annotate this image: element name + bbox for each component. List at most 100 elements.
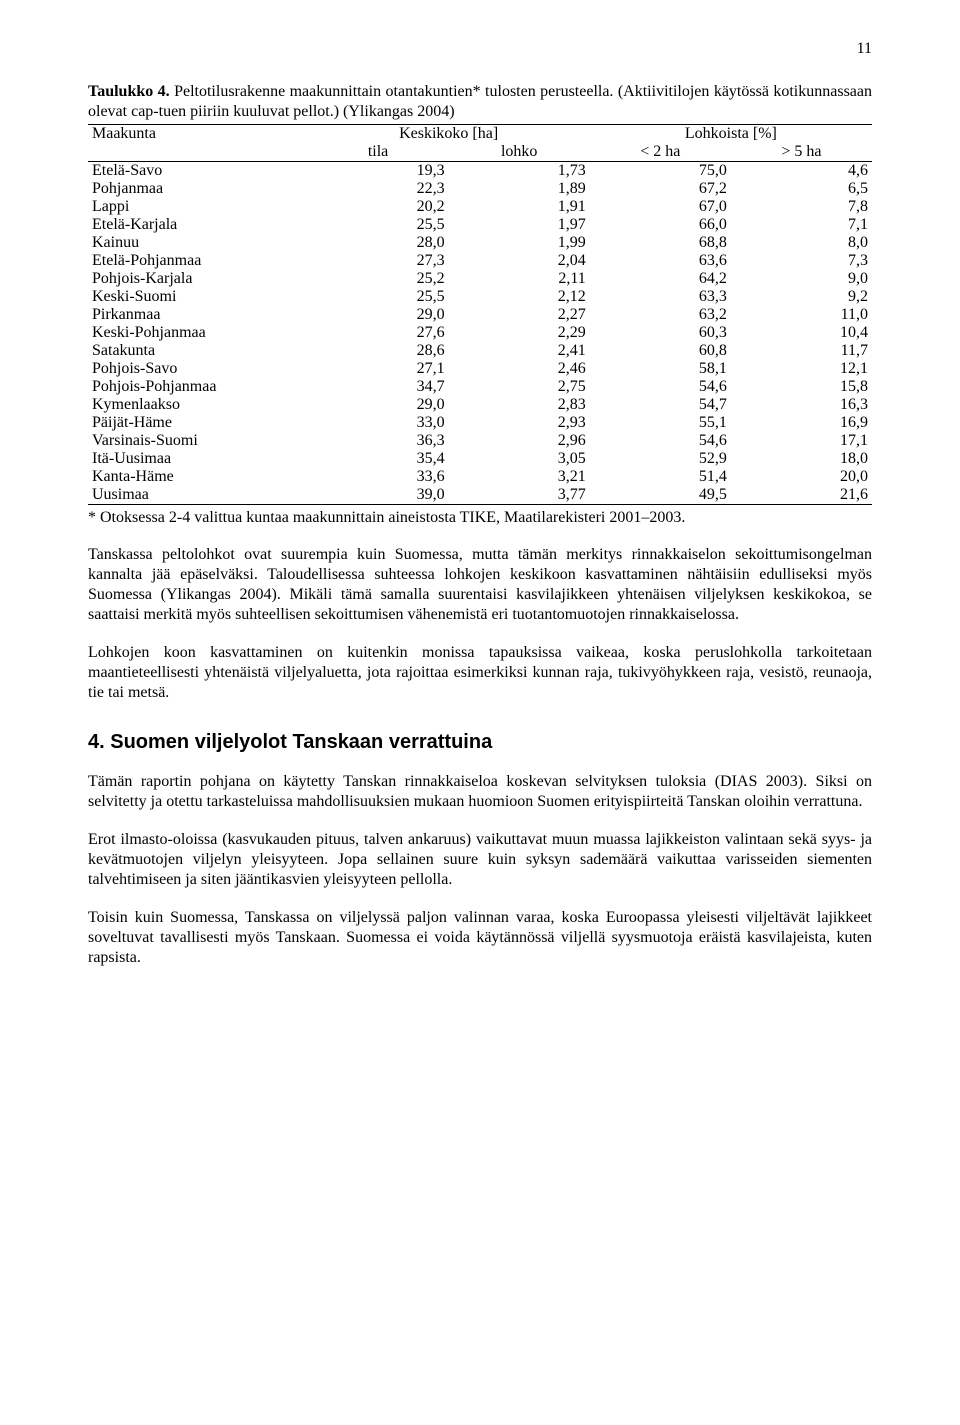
table-cell: 2,41 — [449, 342, 590, 360]
th-tila: tila — [308, 143, 449, 162]
table-row: Kymenlaakso29,02,8354,716,3 — [88, 396, 872, 414]
table-cell: 4,6 — [731, 162, 872, 181]
table-cell: Etelä-Karjala — [88, 216, 308, 234]
table-row: Pirkanmaa29,02,2763,211,0 — [88, 306, 872, 324]
table-cell: Itä-Uusimaa — [88, 450, 308, 468]
table-cell: 2,83 — [449, 396, 590, 414]
table-cell: 67,0 — [590, 198, 731, 216]
table-cell: Pirkanmaa — [88, 306, 308, 324]
table-cell: 54,7 — [590, 396, 731, 414]
table-row: Lappi20,21,9167,07,8 — [88, 198, 872, 216]
table-cell: 2,12 — [449, 288, 590, 306]
table-cell: 19,3 — [308, 162, 449, 181]
data-table: Maakunta Keskikoko [ha] Lohkoista [%] ti… — [88, 124, 872, 505]
table-header-row-2: tila lohko < 2 ha > 5 ha — [88, 143, 872, 162]
table-cell: 3,05 — [449, 450, 590, 468]
table-cell: 25,5 — [308, 288, 449, 306]
page-number: 11 — [88, 40, 872, 58]
table-cell: 9,2 — [731, 288, 872, 306]
table-cell: 1,97 — [449, 216, 590, 234]
caption-label: Taulukko 4. — [88, 83, 170, 100]
table-cell: 28,0 — [308, 234, 449, 252]
table-cell: 2,27 — [449, 306, 590, 324]
table-cell: Etelä-Pohjanmaa — [88, 252, 308, 270]
table-cell: Varsinais-Suomi — [88, 432, 308, 450]
table-cell: 54,6 — [590, 432, 731, 450]
table-cell: 36,3 — [308, 432, 449, 450]
th-maakunta: Maakunta — [88, 125, 308, 144]
table-row: Keski-Pohjanmaa27,62,2960,310,4 — [88, 324, 872, 342]
paragraph-2: Lohkojen koon kasvattaminen on kuitenkin… — [88, 643, 872, 703]
paragraph-1: Tanskassa peltolohkot ovat suurempia kui… — [88, 545, 872, 625]
paragraph-4: Erot ilmasto-oloissa (kasvukauden pituus… — [88, 830, 872, 890]
table-body: Etelä-Savo19,31,7375,04,6Pohjanmaa22,31,… — [88, 162, 872, 505]
table-cell: 7,1 — [731, 216, 872, 234]
table-cell: 21,6 — [731, 486, 872, 505]
th-gt5: > 5 ha — [731, 143, 872, 162]
table-cell: 29,0 — [308, 396, 449, 414]
table-cell: 2,11 — [449, 270, 590, 288]
table-cell: 28,6 — [308, 342, 449, 360]
table-cell: 27,1 — [308, 360, 449, 378]
table-cell: 2,46 — [449, 360, 590, 378]
table-cell: 2,75 — [449, 378, 590, 396]
th-lohkoista: Lohkoista [%] — [590, 125, 872, 144]
table-cell: Lappi — [88, 198, 308, 216]
table-cell: 20,2 — [308, 198, 449, 216]
table-cell: Etelä-Savo — [88, 162, 308, 181]
table-cell: 25,5 — [308, 216, 449, 234]
table-cell: 58,1 — [590, 360, 731, 378]
table-cell: 16,9 — [731, 414, 872, 432]
table-cell: 11,0 — [731, 306, 872, 324]
table-cell: 60,8 — [590, 342, 731, 360]
table-cell: 2,93 — [449, 414, 590, 432]
table-cell: 39,0 — [308, 486, 449, 505]
table-cell: 16,3 — [731, 396, 872, 414]
table-row: Etelä-Savo19,31,7375,04,6 — [88, 162, 872, 181]
th-lohko: lohko — [449, 143, 590, 162]
table-row: Pohjois-Savo27,12,4658,112,1 — [88, 360, 872, 378]
th-keskikoko: Keskikoko [ha] — [308, 125, 590, 144]
table-row: Uusimaa39,03,7749,521,6 — [88, 486, 872, 505]
table-header-row-1: Maakunta Keskikoko [ha] Lohkoista [%] — [88, 125, 872, 144]
caption-title: Peltotilusrakenne maakunnittain otantaku… — [88, 83, 872, 120]
table-cell: 12,1 — [731, 360, 872, 378]
table-cell: 55,1 — [590, 414, 731, 432]
table-row: Satakunta28,62,4160,811,7 — [88, 342, 872, 360]
table-cell: Pohjanmaa — [88, 180, 308, 198]
table-cell: 15,8 — [731, 378, 872, 396]
table-cell: 51,4 — [590, 468, 731, 486]
table-cell: 54,6 — [590, 378, 731, 396]
table-cell: 20,0 — [731, 468, 872, 486]
table-cell: 68,8 — [590, 234, 731, 252]
section-heading: 4. Suomen viljelyolot Tanskaan verrattui… — [88, 731, 872, 754]
table-cell: 10,4 — [731, 324, 872, 342]
table-cell: 1,89 — [449, 180, 590, 198]
table-cell: 27,6 — [308, 324, 449, 342]
table-cell: 66,0 — [590, 216, 731, 234]
table-footnote: * Otoksessa 2-4 valittua kuntaa maakunni… — [88, 509, 872, 527]
table-cell: 63,3 — [590, 288, 731, 306]
table-cell: 2,96 — [449, 432, 590, 450]
table-cell: 1,73 — [449, 162, 590, 181]
th-lt2: < 2 ha — [590, 143, 731, 162]
table-row: Pohjois-Pohjanmaa34,72,7554,615,8 — [88, 378, 872, 396]
table-cell: Keski-Pohjanmaa — [88, 324, 308, 342]
table-cell: 1,99 — [449, 234, 590, 252]
table-cell: Uusimaa — [88, 486, 308, 505]
table-cell: 34,7 — [308, 378, 449, 396]
table-cell: 18,0 — [731, 450, 872, 468]
table-row: Päijät-Häme33,02,9355,116,9 — [88, 414, 872, 432]
table-row: Varsinais-Suomi36,32,9654,617,1 — [88, 432, 872, 450]
table-caption: Taulukko 4. Peltotilusrakenne maakunnitt… — [88, 82, 872, 122]
paragraph-3: Tämän raportin pohjana on käytetty Tansk… — [88, 772, 872, 812]
table-cell: Kanta-Häme — [88, 468, 308, 486]
table-cell: 75,0 — [590, 162, 731, 181]
table-cell: 8,0 — [731, 234, 872, 252]
table-cell: Pohjois-Karjala — [88, 270, 308, 288]
table-cell: 67,2 — [590, 180, 731, 198]
table-cell: Satakunta — [88, 342, 308, 360]
document-page: 11 Taulukko 4. Peltotilusrakenne maakunn… — [0, 0, 960, 1046]
table-cell: 64,2 — [590, 270, 731, 288]
paragraph-5: Toisin kuin Suomessa, Tanskassa on vilje… — [88, 908, 872, 968]
